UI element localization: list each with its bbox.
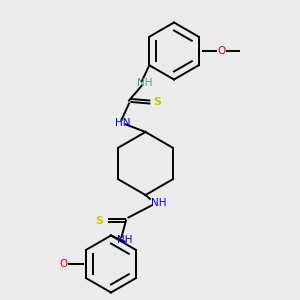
- Text: NH: NH: [136, 77, 152, 88]
- Text: NH: NH: [152, 197, 167, 208]
- Text: NH: NH: [116, 235, 132, 245]
- Text: S: S: [153, 97, 161, 107]
- Text: S: S: [95, 215, 104, 226]
- Text: HN: HN: [116, 118, 131, 128]
- Text: O: O: [217, 46, 225, 56]
- Text: O: O: [60, 259, 68, 269]
